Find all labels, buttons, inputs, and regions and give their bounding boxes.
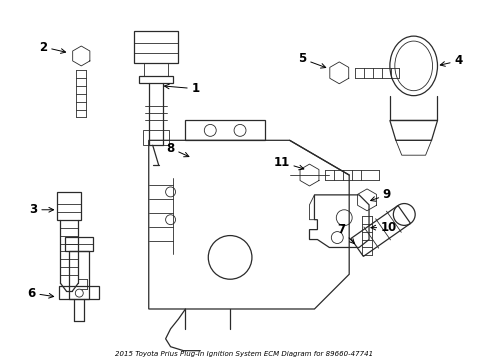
Text: 5: 5 — [298, 53, 325, 68]
Text: 11: 11 — [273, 156, 303, 170]
Text: 9: 9 — [370, 188, 390, 201]
Text: 2: 2 — [40, 41, 65, 54]
Text: 4: 4 — [439, 54, 462, 67]
Text: 10: 10 — [370, 221, 396, 234]
Text: 7: 7 — [337, 223, 354, 244]
Text: 3: 3 — [29, 203, 54, 216]
Text: 2015 Toyota Prius Plug-In Ignition System ECM Diagram for 89660-47741: 2015 Toyota Prius Plug-In Ignition Syste… — [115, 351, 372, 357]
Text: 1: 1 — [164, 82, 199, 95]
Text: 8: 8 — [166, 142, 188, 157]
Text: 6: 6 — [27, 287, 54, 300]
